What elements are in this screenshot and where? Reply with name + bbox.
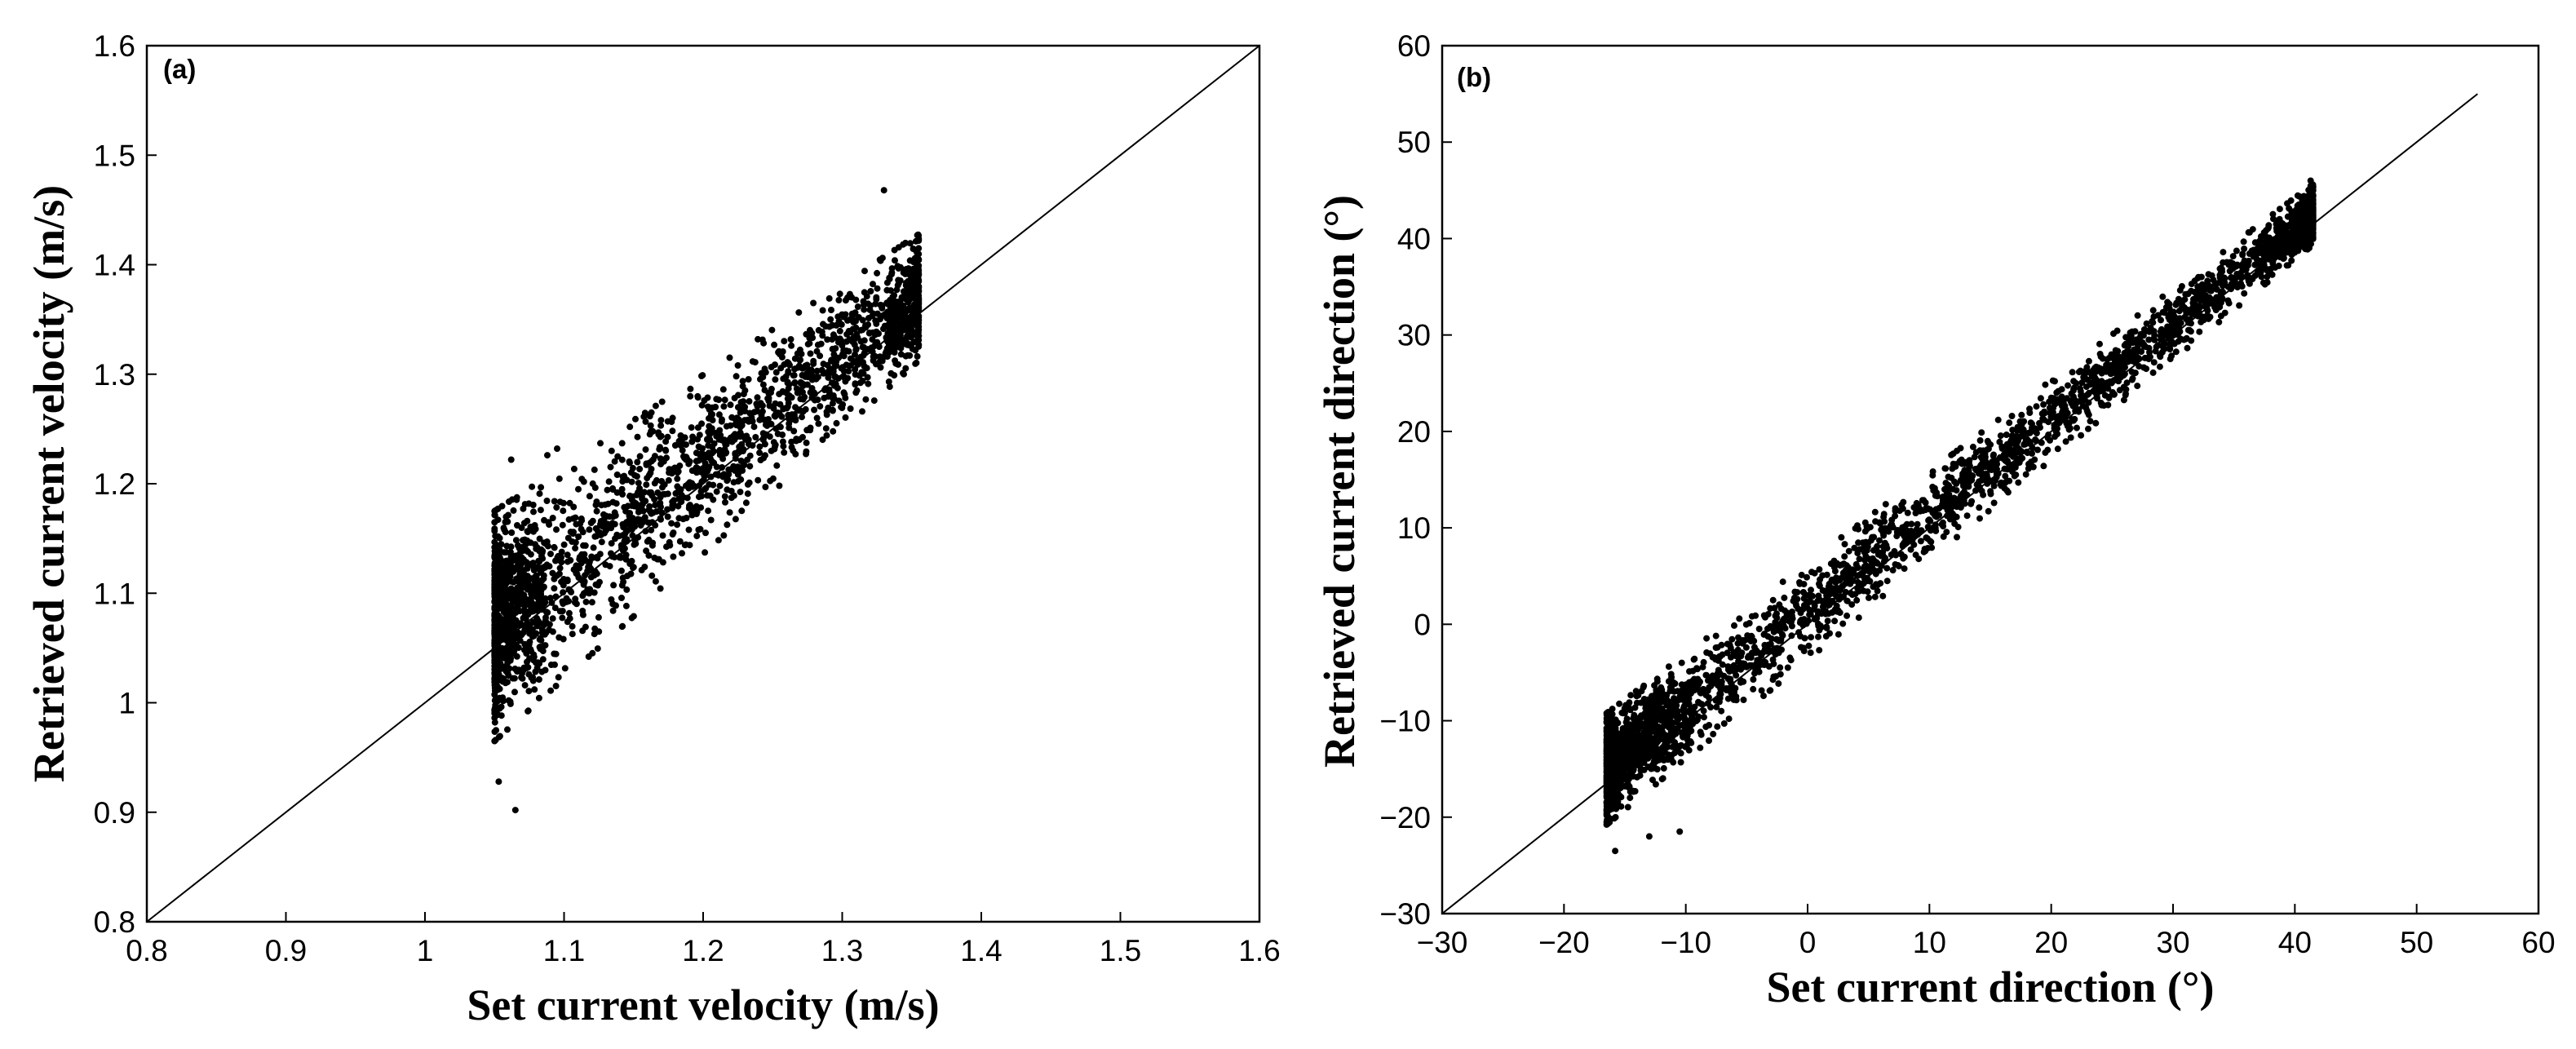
panel-a-y-tick-label: 0.8: [94, 905, 135, 939]
panel-b-y-tick-label: 0: [1414, 608, 1431, 641]
panel-b-x-tick-label: 10: [1913, 926, 1946, 959]
panel-b-y-tick-label: 50: [1397, 126, 1431, 159]
panel-b-y-tick-label: −10: [1379, 705, 1431, 738]
panel-a-y-axis-label: Retrieved current velocity (m/s): [24, 185, 73, 782]
panel-b-x-tick-label: 0: [1799, 926, 1817, 959]
panel-a-y-tick-label: 1.3: [94, 358, 135, 392]
panel-b-y-tick-label: 60: [1397, 29, 1431, 63]
panel-b-data-points: [1603, 177, 2317, 855]
panel-a-x-tick-label: 1.2: [682, 934, 724, 967]
panel-a-label: (a): [163, 54, 196, 84]
panel-a-one-to-one-line: [146, 45, 1260, 923]
panel-a-y-tick-label: 0.9: [94, 796, 135, 830]
panel-b-axes-box: [1441, 44, 2540, 915]
panel-b-x-tick-label: 20: [2034, 926, 2068, 959]
panel-a-x-tick-label: 1.3: [821, 934, 863, 967]
panel-b-x-tick-label: −20: [1538, 926, 1590, 959]
panel-b-y-axis-label: Retrieved current direction (°): [1315, 195, 1364, 768]
panel-b-x-tick-label: −10: [1660, 926, 1711, 959]
panel-b-x-tick-label: 30: [2156, 926, 2189, 959]
panel-a-x-tick-label: 1.6: [1238, 934, 1280, 967]
panel-b-x-tick-label: 60: [2521, 926, 2555, 959]
panel-a-x-ticks: 0.8 0.9 1 1.1 1.2 1.3 1.4 1.5 1.6: [126, 912, 1281, 967]
panel-b-x-axis-label: Set current direction (°): [1767, 963, 2215, 1011]
panel-b-y-tick-label: 40: [1397, 222, 1431, 255]
panel-a-y-tick-label: 1.1: [94, 577, 135, 610]
panel-a-y-tick-label: 1.4: [94, 249, 135, 282]
panel-b-y-tick-label: 20: [1397, 415, 1431, 449]
panel-b-x-tick-label: −30: [1417, 926, 1468, 959]
panel-b-y-tick-label: −30: [1379, 897, 1431, 931]
panel-b-x-tick-label: 50: [2400, 926, 2433, 959]
panel-a-x-tick-label: 1.1: [543, 934, 585, 967]
panel-a-x-tick-label: 0.9: [265, 934, 307, 967]
panel-b-one-to-one-line: [1441, 93, 2478, 914]
panel-b-y-tick-label: 10: [1397, 511, 1431, 545]
panel-a-y-tick-label: 1: [118, 687, 135, 720]
panel-a-x-axis-label: Set current velocity (m/s): [467, 980, 939, 1029]
panel-b-y-tick-label: 30: [1397, 319, 1431, 352]
panel-a-x-tick-label: 1: [417, 934, 434, 967]
panel-a-y-ticks: 0.8 0.9 1 1.1 1.2 1.3 1.4 1.5 1.6: [94, 29, 157, 939]
panel-a-x-tick-label: 0.8: [126, 934, 167, 967]
panel-a-y-tick-label: 1.6: [94, 29, 135, 63]
panel-b-point-cloud: [1603, 177, 2317, 855]
panel-b-x-ticks: −30 −20 −10 0 10 20 30 40 50 60: [1417, 904, 2556, 959]
panel-a-velocity-scatter: 0.8 0.9 1 1.1 1.2 1.3 1.4 1.5 1.6 0.8 0.9 1 1.1 1.2 1…: [24, 29, 1281, 1029]
panel-a-x-tick-label: 1.5: [1100, 934, 1141, 967]
panel-a-y-tick-label: 1.2: [94, 467, 135, 501]
panel-a-y-tick-label: 1.5: [94, 139, 135, 172]
panel-b-label: (b): [1457, 62, 1491, 92]
panel-b-direction-scatter: −30 −20 −10 0 10 20 30 40 50 60 −30 −20 −10 0 10 20 30 4…: [1315, 29, 2556, 1011]
panel-a-x-tick-label: 1.4: [960, 934, 1002, 967]
panel-b-y-ticks: −30 −20 −10 0 10 20 30 40 50 60: [1379, 29, 1452, 931]
panel-b-x-tick-label: 40: [2278, 926, 2312, 959]
panel-b-y-tick-label: −20: [1379, 801, 1431, 834]
